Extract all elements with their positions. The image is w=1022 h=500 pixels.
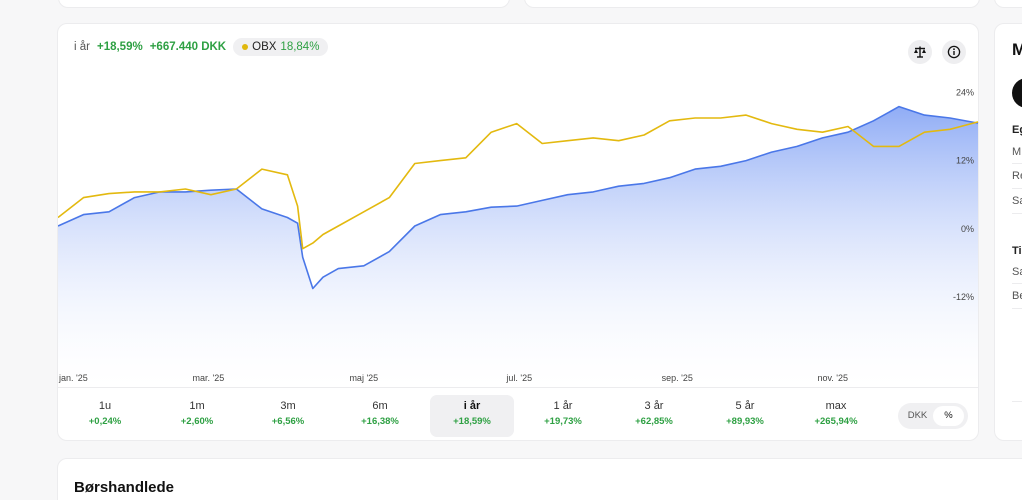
side-row: Re [1012,170,1022,182]
period-1y[interactable]: 1 år +19,73% [521,395,605,437]
portfolio-area [58,106,978,387]
period-return: +0,24% [88,416,122,427]
performance-chart-card: 24% 12% 0% -12% jan. '25 mar. '25 maj '25 jul.… [57,23,979,441]
period-label: i år [463,400,481,412]
benchmark-color-dot [242,44,249,50]
x-tick-label: jan. '25 [58,373,88,383]
top-card-left [58,0,510,8]
top-card-middle [524,0,980,8]
side-row: M [1012,146,1022,158]
period-label: max [825,400,847,412]
top-card-right [994,0,1022,8]
period-return: +62,85% [635,416,673,427]
chart-legend: i år +18,59% +667.440 DKK OBX 18,84% [74,38,329,56]
info-button[interactable] [942,40,966,64]
side-section-heading: Ti [1012,245,1022,257]
y-tick-label: -12% [953,292,974,302]
side-row: Sa [1012,266,1022,278]
info-icon [947,45,961,59]
benchmark-chip[interactable]: OBX 18,84% [233,38,329,56]
period-max[interactable]: max +265,94% [794,395,878,437]
portfolio-line [58,105,979,290]
benchmark-name: OBX [252,41,277,53]
divider [1012,401,1022,402]
performance-chart[interactable]: 24% 12% 0% -12% jan. '25 mar. '25 maj '25 jul.… [58,24,980,387]
toggle-dkk[interactable]: DKK [907,410,928,421]
side-section-heading: Eg [1012,124,1022,136]
side-row: Sa [1012,195,1022,207]
period-return: +18,59% [453,416,491,427]
period-label: 1m [189,400,205,412]
legend-return-percent: +18,59% [96,41,143,53]
period-return: +265,94% [814,416,858,427]
benchmark-line [58,114,979,250]
period-label: 1u [98,400,112,412]
period-label: 5 år [735,400,755,412]
x-tick-label: jul. '25 [505,373,532,383]
period-selector: 1u +0,24% 1m +2,60% 3m +6,56% 6m +16,38%… [58,387,978,441]
divider [1012,308,1022,309]
period-label: 1 år [553,400,573,412]
period-return: +6,56% [271,416,305,427]
period-5y[interactable]: 5 år +89,93% [703,395,787,437]
legend-return-amount: +667.440 DKK [149,41,227,53]
divider [1012,163,1022,164]
period-3m[interactable]: 3m +6,56% [246,395,330,437]
side-panel-title: M [1012,40,1022,59]
divider [1012,188,1022,189]
period-return: +2,60% [180,416,214,427]
period-6m[interactable]: 6m +16,38% [338,395,422,437]
period-label: 6m [372,400,388,412]
period-return: +16,38% [361,416,399,427]
period-ytd[interactable]: i år +18,59% [430,395,514,437]
x-tick-label: sep. '25 [662,373,693,383]
period-return: +19,73% [544,416,582,427]
period-label: 3 år [644,400,664,412]
period-1u[interactable]: 1u +0,24% [63,395,147,437]
unit-toggle[interactable]: DKK % [898,403,968,429]
legend-period-label: i år [74,41,90,53]
compare-button[interactable] [908,40,932,64]
avatar [1012,78,1022,108]
side-row: Be [1012,290,1022,302]
period-return: +89,93% [726,416,764,427]
y-tick-label: 0% [961,224,974,234]
x-tick-label: maj '25 [349,373,378,383]
side-panel: M Eg M Re Sa Ti Sa Be [994,23,1022,441]
scale-icon [914,46,926,58]
benchmark-value: 18,84% [280,41,320,53]
y-tick-label: 12% [956,156,974,166]
period-3y[interactable]: 3 år +62,85% [612,395,696,437]
y-tick-label: 24% [956,87,974,97]
section-title: Børshandlede [74,479,175,496]
divider [1012,283,1022,284]
divider [1012,213,1022,214]
toggle-percent[interactable]: % [933,406,964,426]
period-1m[interactable]: 1m +2,60% [155,395,239,437]
traded-section-card: Børshandlede [57,458,1022,500]
period-label: 3m [280,400,296,412]
x-tick-label: mar. '25 [192,373,224,383]
x-tick-label: nov. '25 [817,373,848,383]
